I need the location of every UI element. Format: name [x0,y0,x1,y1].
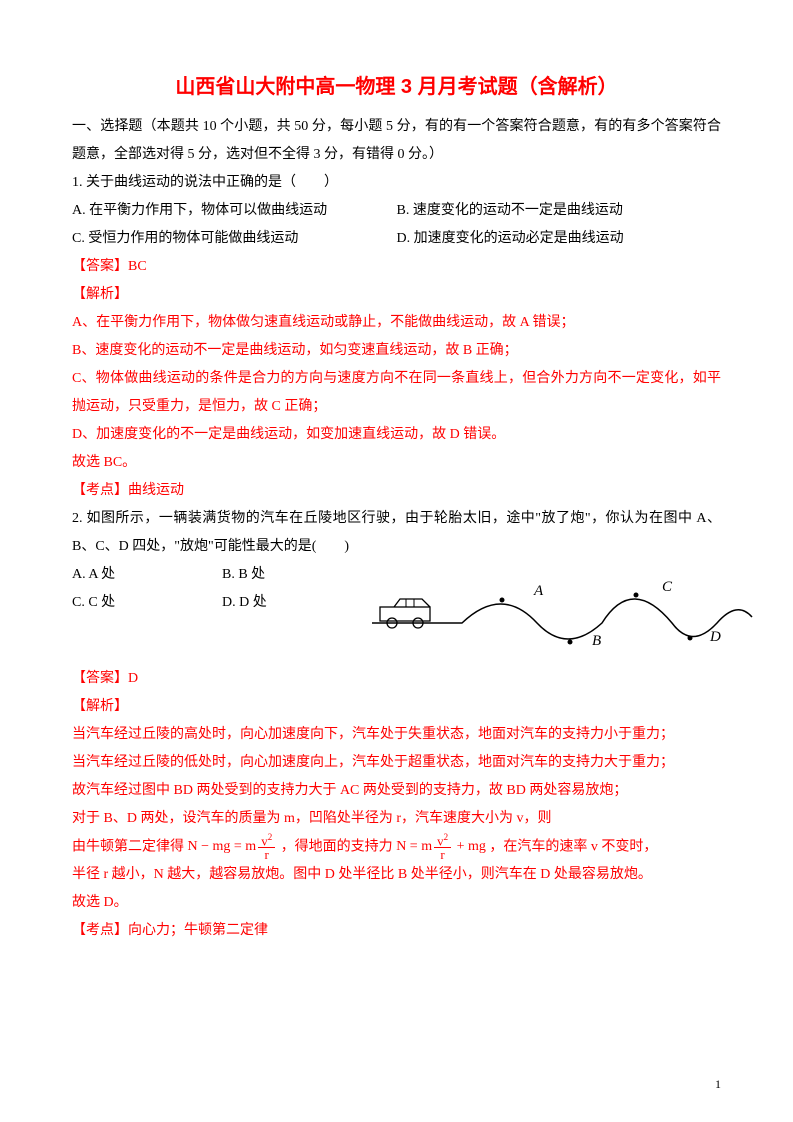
q1-conclusion: 故选 BC。 [72,449,721,477]
q2-stem: 2. 如图所示，一辆装满货物的汽车在丘陵地区行驶，由于轮胎太旧，途中"放了炮"，… [72,505,721,561]
q1-analysis-a: A、在平衡力作用下，物体做匀速直线运动或静止，不能做曲线运动，故 A 错误； [72,309,721,337]
q2-analysis-label: 【解析】 [72,693,721,721]
q2-line3: 故汽车经过图中 BD 两处受到的支持力大于 AC 两处受到的支持力，故 BD 两… [72,777,721,805]
page-number: 1 [715,1077,721,1092]
q2-line4: 对于 B、D 两处，设汽车的质量为 m，凹陷处半径为 r，汽车速度大小为 v，则 [72,805,721,833]
q2-line1: 当汽车经过丘陵的高处时，向心加速度向下，汽车处于失重状态，地面对汽车的支持力小于… [72,721,721,749]
q2-line6: 半径 r 越小，N 越大，越容易放炮。图中 D 处半径比 B 处半径小，则汽车在… [72,861,721,889]
q2-answer: 【答案】D [72,665,721,693]
q2-topic-label: 【考点】 [72,923,128,938]
q1-opt-a: A. 在平衡力作用下，物体可以做曲线运动 [72,197,397,225]
q1-analysis-label: 【解析】 [72,281,721,309]
q2-conclusion: 故选 D。 [72,889,721,917]
q1-analysis-d: D、加速度变化的不一定是曲线运动，如变加速直线运动，故 D 错误。 [72,421,721,449]
label-d: D [709,629,721,645]
q1-analysis-c: C、物体做曲线运动的条件是合力的方向与速度方向不在同一条直线上，但合外力方向不一… [72,365,721,421]
q2-opt-d: D. D 处 [222,589,372,617]
q1-stem: 1. 关于曲线运动的说法中正确的是（ ） [72,169,721,197]
q2-formula-post: ，在汽车的速率 v 不变时， [489,839,657,854]
page-title: 山西省山大附中高一物理 3 月月考试题（含解析） [72,70,721,99]
section-header: 一、选择题（本题共 10 个小题，共 50 分，每小题 5 分，有的有一个答案符… [72,113,721,169]
dot-d [688,636,693,641]
q2-opt-c: C. C 处 [72,589,222,617]
q1-topic-label: 【考点】 [72,483,128,498]
q1-topic: 【考点】曲线运动 [72,477,721,505]
formula-2: N = mv2r + mg [396,839,486,854]
label-b: B [592,633,601,649]
q2-diagram: A B C D [372,565,757,665]
q1-options-row1: A. 在平衡力作用下，物体可以做曲线运动 B. 速度变化的运动不一定是曲线运动 [72,197,721,225]
q1-opt-b: B. 速度变化的运动不一定是曲线运动 [397,197,722,225]
label-c: C [662,579,673,595]
dot-b [568,640,573,645]
q2-topic-value: 向心力；牛顿第二定律 [128,923,268,938]
q2-topic: 【考点】向心力；牛顿第二定律 [72,917,721,945]
q1-opt-d: D. 加速度变化的运动必定是曲线运动 [397,225,722,253]
hill-curve [372,599,752,639]
q1-opt-c: C. 受恒力作用的物体可能做曲线运动 [72,225,397,253]
hill-diagram-svg: A B C D [372,565,757,660]
q1-answer-value: BC [128,259,147,274]
q1-answer-label: 【答案】 [72,259,128,274]
q1-analysis-b: B、速度变化的运动不一定是曲线运动，如匀变速直线运动，故 B 正确； [72,337,721,365]
q2-opt-a: A. A 处 [72,561,222,589]
label-a: A [533,583,544,599]
q2-line2: 当汽车经过丘陵的低处时，向心加速度向上，汽车处于超重状态，地面对汽车的支持力大于… [72,749,721,777]
formula-1: N − mg = mv2r [188,839,278,854]
dot-c [634,593,639,598]
q2-options-and-diagram: A. A 处 B. B 处 C. C 处 D. D 处 [72,561,721,665]
dot-a [500,598,505,603]
q2-formula-line: 由牛顿第二定律得 N − mg = mv2r ，得地面的支持力 N = mv2r… [72,833,721,861]
q1-options-row2: C. 受恒力作用的物体可能做曲线运动 D. 加速度变化的运动必定是曲线运动 [72,225,721,253]
q2-opt-b: B. B 处 [222,561,372,589]
q1-answer: 【答案】BC [72,253,721,281]
q2-answer-value: D [128,671,138,686]
exam-page: 山西省山大附中高一物理 3 月月考试题（含解析） 一、选择题（本题共 10 个小… [0,0,793,1122]
q2-options: A. A 处 B. B 处 C. C 处 D. D 处 [72,561,372,617]
q2-answer-label: 【答案】 [72,671,128,686]
q2-formula-mid: ，得地面的支持力 [281,839,397,854]
q2-formula-pre: 由牛顿第二定律得 [72,839,188,854]
q1-topic-value: 曲线运动 [128,483,184,498]
